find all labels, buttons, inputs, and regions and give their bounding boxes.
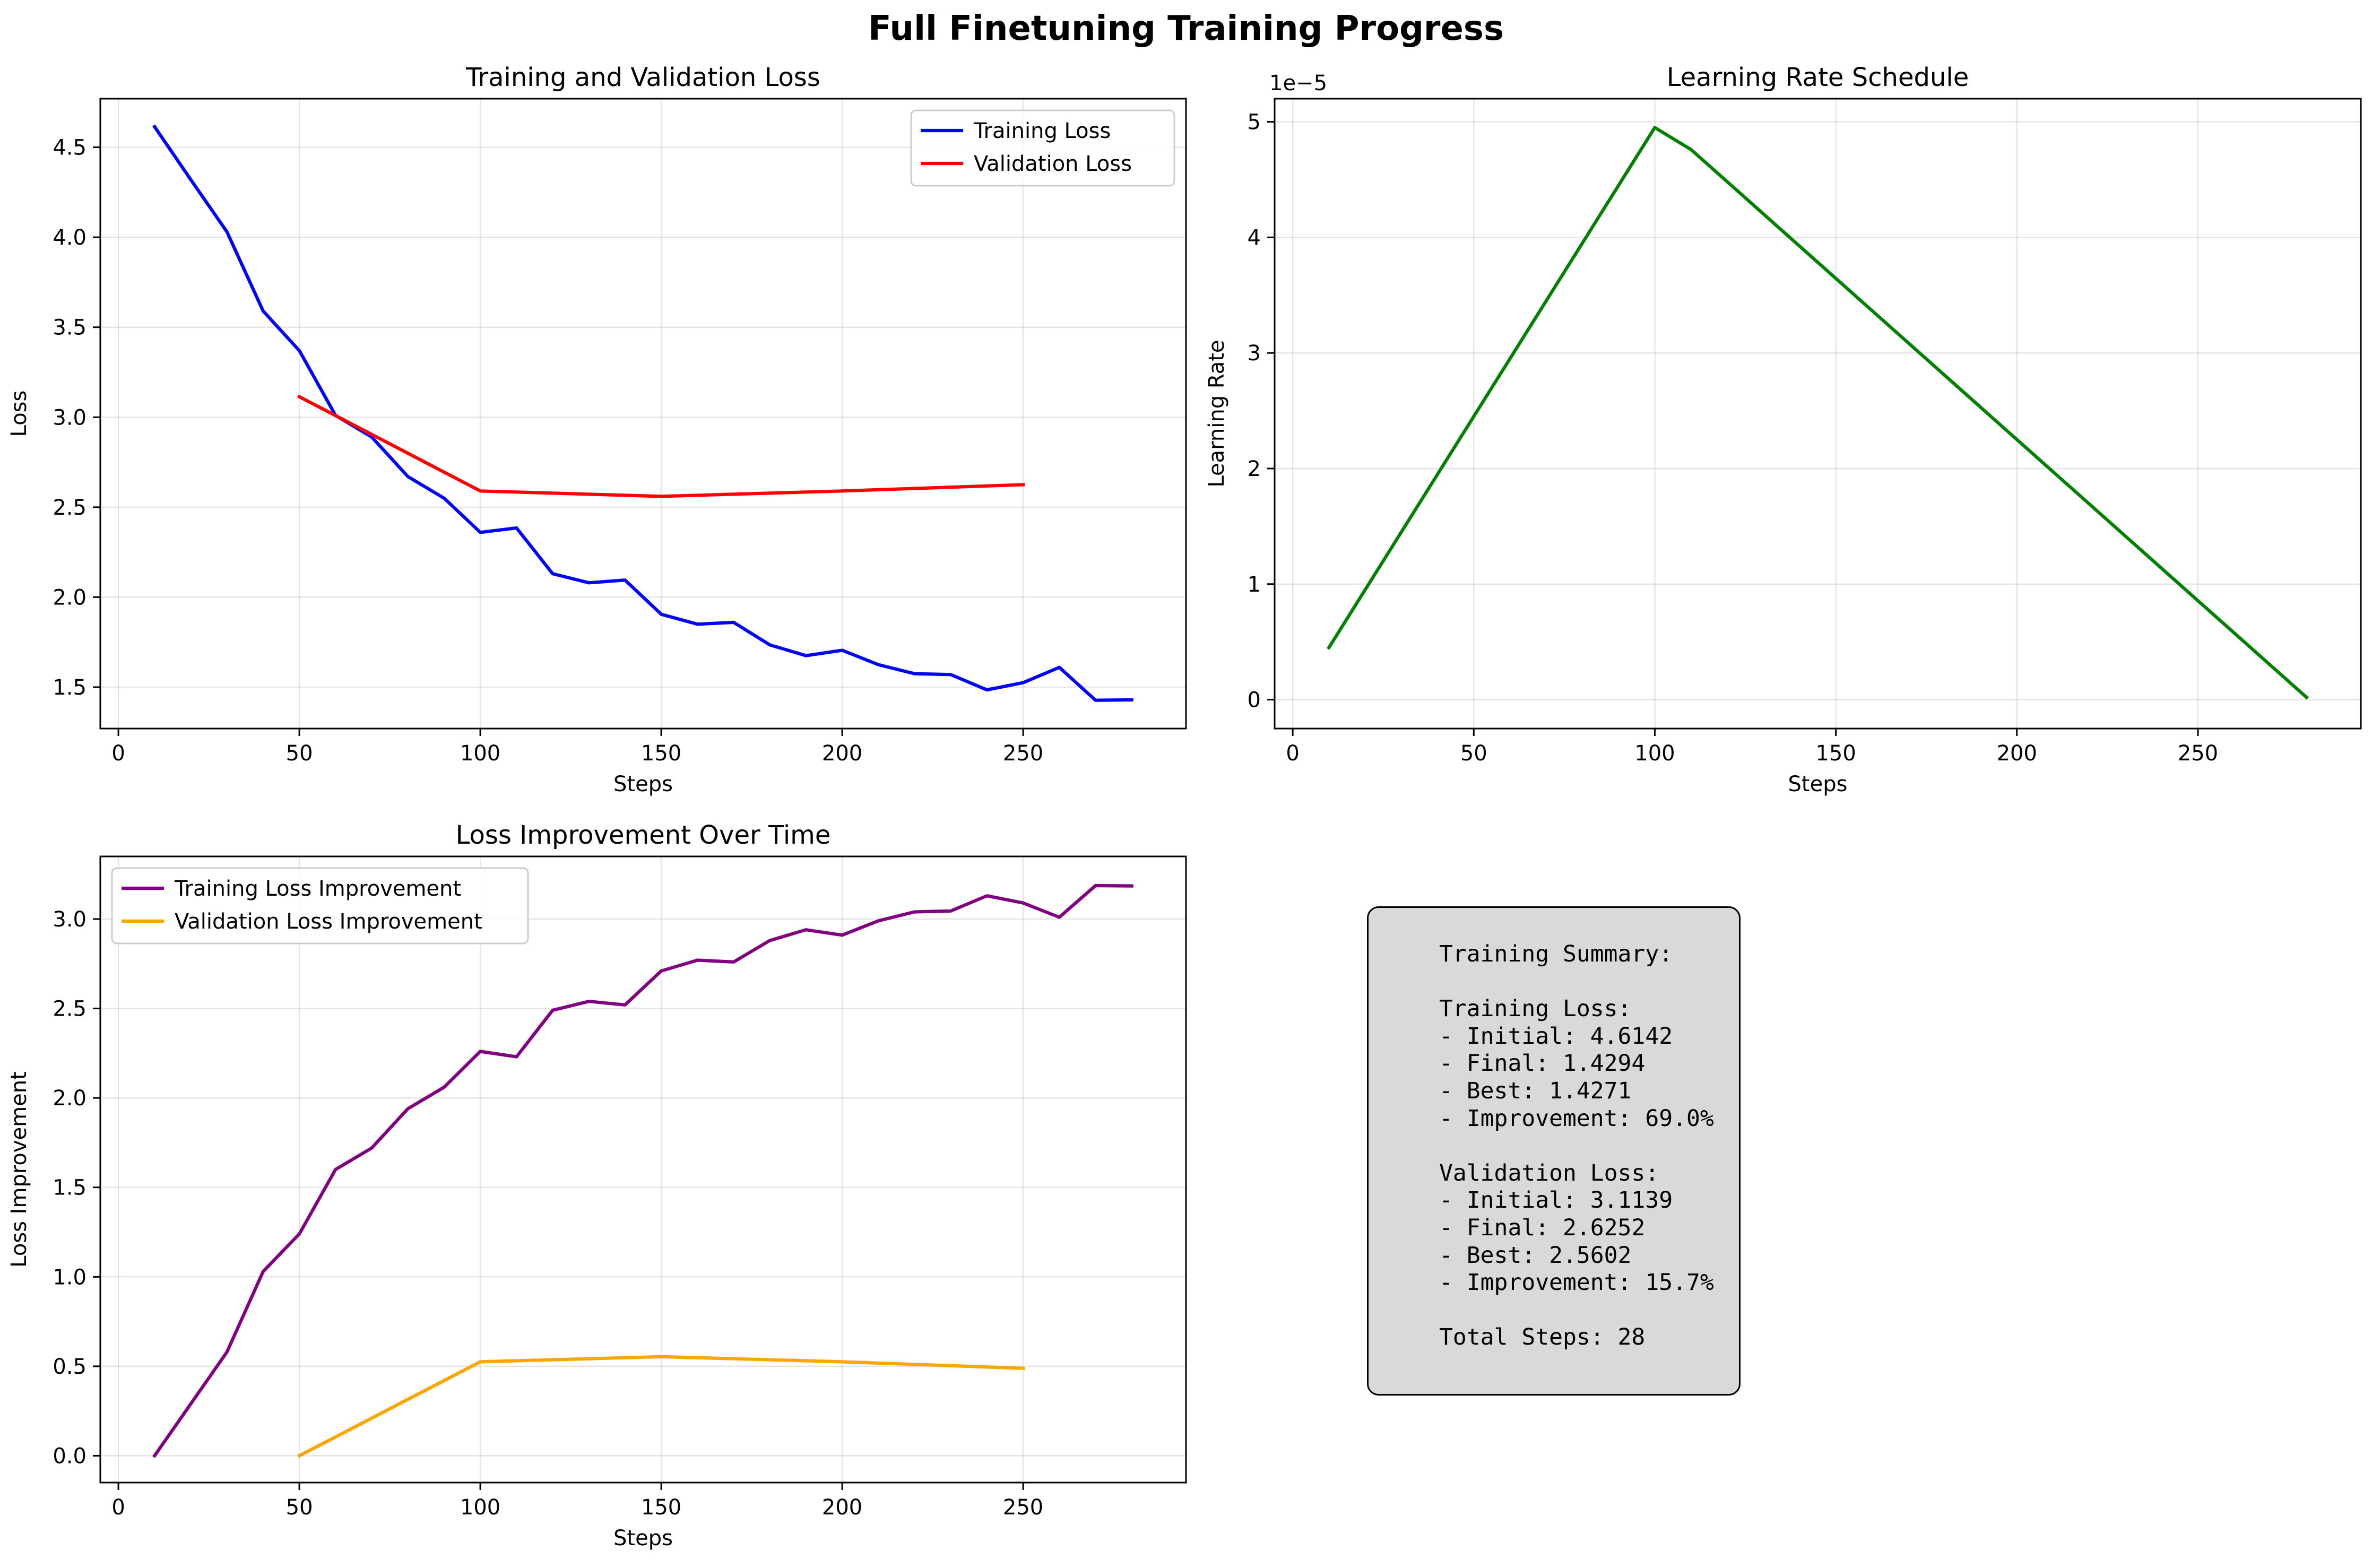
x-tick-label: 0 (1286, 741, 1299, 766)
summary-line (1439, 1132, 1714, 1160)
legend: Training Loss Validation Loss (910, 109, 1175, 187)
legend-frame (910, 109, 1175, 187)
series-line-1 (1327, 126, 2309, 700)
chart-2: 0 50 100 150 200 250 0 1 2 3 4 5 Learning Rate Sched… (1205, 63, 2362, 796)
y-tick-label: 4.0 (53, 226, 86, 250)
summary-line: - Final: 2.6252 (1439, 1214, 1646, 1241)
x-axis-label: Steps (613, 1526, 673, 1550)
y-tick-label: 2.0 (53, 585, 86, 610)
x-tick-label: 50 (1460, 741, 1487, 766)
y-tick-label: 2.0 (53, 1086, 86, 1111)
x-tick-label: 200 (1997, 741, 2037, 766)
series-line-1 (152, 124, 1133, 702)
summary-line: - Initial: 4.6142 (1439, 1023, 1673, 1050)
y-axis-label: Loss Improvement (7, 1071, 31, 1268)
y-tick-label: 3.0 (53, 907, 86, 932)
axes-frame (99, 855, 1187, 1484)
y-tick-label: 2.5 (53, 997, 86, 1021)
x-tick-label: 250 (1003, 741, 1043, 766)
legend-frame (111, 867, 529, 945)
summary-line: Training Loss: (1439, 995, 1632, 1023)
x-tick-label: 100 (460, 741, 500, 766)
summary-line: - Improvement: 15.7% (1439, 1269, 1714, 1296)
legend-label: Validation Loss Improvement (175, 909, 482, 934)
axes-frame (1274, 98, 2362, 730)
y-tick-label: 3.5 (53, 316, 86, 340)
summary-line (1439, 968, 1714, 996)
legend-label: Validation Loss (974, 152, 1132, 176)
summary-line: - Best: 1.4271 (1439, 1077, 1632, 1104)
x-tick-label: 250 (1003, 1495, 1043, 1520)
y-tick-label: 0 (1248, 688, 1261, 713)
x-tick-label: 150 (641, 1495, 681, 1520)
series-line-2 (297, 394, 1025, 498)
y-tick-label: 3.0 (53, 405, 86, 430)
y-tick-label: 1.0 (53, 1265, 86, 1289)
axes-frame (99, 98, 1187, 730)
x-tick-label: 0 (111, 741, 125, 766)
summary-line: Training Summary: (1439, 941, 1673, 967)
series-line-1 (152, 883, 1133, 1458)
x-axis-label: Steps (613, 772, 673, 796)
y-tick-label: 2 (1248, 457, 1261, 481)
y-tick-label: 4.5 (53, 136, 86, 160)
y-tick-label: 3 (1248, 341, 1261, 366)
axis-offset-label: 1e−5 (1269, 71, 1327, 96)
x-tick-label: 150 (1815, 741, 1856, 766)
y-tick-label: 0.0 (53, 1444, 86, 1468)
summary-line: - Best: 2.5602 (1439, 1242, 1632, 1269)
legend: Training Loss Improvement Validation Loss… (111, 867, 529, 945)
y-tick-label: 1.5 (53, 1176, 86, 1200)
y-tick-label: 0.5 (53, 1355, 86, 1379)
chart-title: Learning Rate Schedule (1667, 63, 1969, 92)
training-summary-text: Training Summary: Training Loss: - Initial… (1439, 941, 1714, 1352)
summary-line (1439, 1297, 1714, 1324)
y-tick-label: 4 (1248, 226, 1261, 250)
legend-label: Training Loss (973, 119, 1111, 143)
summary-line: Total Steps: 28 (1439, 1324, 1646, 1351)
y-tick-label: 1.5 (53, 675, 86, 700)
x-axis-label: Steps (1788, 772, 1848, 796)
summary-line: - Final: 1.4294 (1439, 1050, 1646, 1077)
y-tick-label: 1 (1248, 573, 1261, 597)
chart-title: Loss Improvement Over Time (456, 820, 831, 850)
y-axis-label: Learning Rate (1205, 340, 1229, 487)
x-tick-label: 250 (2178, 741, 2218, 766)
x-tick-label: 200 (822, 1495, 862, 1520)
x-tick-label: 0 (111, 1495, 125, 1520)
x-tick-label: 150 (641, 741, 681, 766)
summary-line: Validation Loss: (1439, 1159, 1659, 1186)
x-tick-label: 200 (822, 741, 862, 766)
y-tick-label: 2.5 (53, 496, 86, 520)
figure-title: Full Finetuning Training Progress (868, 9, 1504, 48)
training-summary-box: Training Summary: Training Loss: - Initial… (1367, 906, 1741, 1396)
series-line-2 (297, 1355, 1025, 1458)
chart-1: 0 50 100 150 200 250 1.5 2.0 2.5 3.0 3.5 4.0 4.5 Trai… (7, 63, 1187, 796)
summary-line: - Initial: 3.1139 (1439, 1187, 1673, 1214)
y-tick-label: 5 (1248, 110, 1261, 135)
x-tick-label: 100 (460, 1495, 500, 1520)
chart-title: Training and Validation Loss (465, 63, 820, 92)
x-tick-label: 50 (286, 741, 313, 766)
x-tick-label: 50 (286, 1495, 313, 1520)
legend-label: Training Loss Improvement (174, 877, 461, 901)
x-tick-label: 100 (1634, 741, 1675, 766)
y-axis-label: Loss (7, 391, 31, 437)
chart-3: 0 50 100 150 200 250 0.0 0.5 1.0 1.5 2.0 2.5 3.0 Loss… (7, 820, 1187, 1550)
summary-line: - Improvement: 69.0% (1439, 1105, 1714, 1132)
